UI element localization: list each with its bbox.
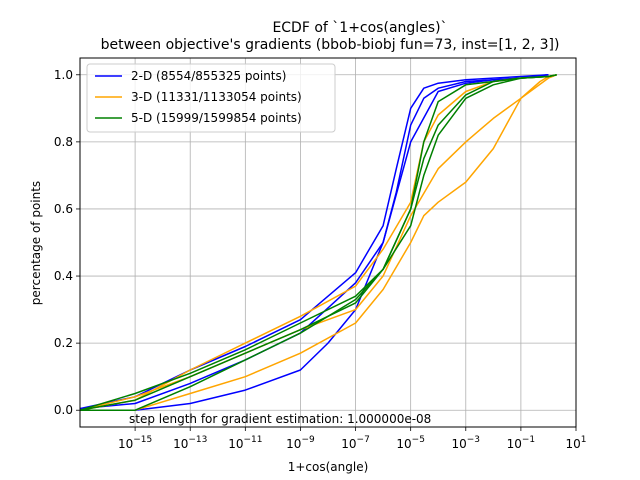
chart-title: ECDF of `1+cos(angles)`: [272, 20, 447, 36]
series-line: [79, 74, 557, 411]
x-tick-label: 10−15: [118, 435, 152, 451]
x-tick-label: 10−3: [451, 435, 480, 451]
y-tick-label: 0.0: [54, 403, 73, 417]
legend: 2-D (8554/855325 points) 3-D (11331/11330…: [86, 63, 336, 133]
step-length-annotation: step length for gradient estimation: 1.0…: [129, 412, 431, 426]
y-axis-label: percentage of points: [29, 181, 43, 305]
legend-label: 3-D (11331/1133054 points): [131, 90, 302, 104]
y-tick-label: 0.4: [54, 269, 73, 283]
y-tick-label: 0.6: [54, 202, 73, 216]
y-axis-ticks: 0.0 0.2 0.4 0.6 0.8 1.0: [54, 68, 80, 417]
x-tick-label: 10−7: [341, 435, 370, 451]
legend-label: 5-D (15999/1599854 points): [131, 111, 302, 125]
series-line: [80, 74, 557, 411]
x-tick-label: 10−1: [507, 435, 536, 451]
series-line: [79, 74, 549, 410]
chart-subtitle: between objective's gradients (bbob-biob…: [101, 37, 560, 53]
x-tick-label: 10−11: [228, 435, 262, 451]
data-series: [79, 74, 557, 411]
x-axis-ticks: 10−15 10−13 10−11 10−9 10−7 10−5 10−3 10−1 101: [118, 427, 587, 451]
x-tick-label: 10−13: [173, 435, 207, 451]
legend-label: 2-D (8554/855325 points): [131, 69, 286, 83]
y-tick-label: 0.2: [54, 336, 73, 350]
x-tick-label: 101: [565, 435, 586, 451]
plot-frame: [79, 57, 577, 428]
legend-box: [86, 63, 336, 133]
x-axis-label: 1+cos(angle): [288, 460, 369, 474]
legend-entries: 2-D (8554/855325 points) 3-D (11331/11330…: [95, 69, 302, 125]
series-line: [80, 74, 557, 411]
y-tick-label: 1.0: [54, 68, 73, 82]
x-tick-label: 10−9: [286, 435, 315, 451]
y-tick-label: 0.8: [54, 135, 73, 149]
x-tick-label: 10−5: [396, 435, 425, 451]
